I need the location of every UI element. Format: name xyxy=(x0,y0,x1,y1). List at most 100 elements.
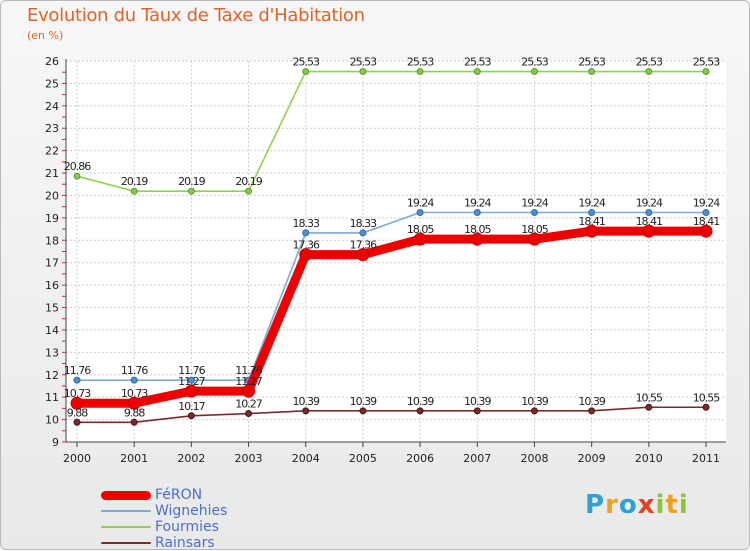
data-label-wignehies: 19.24 xyxy=(693,197,720,210)
data-label-fron: 11.27 xyxy=(235,375,262,388)
data-label-rainsars: 10.39 xyxy=(350,395,377,408)
legend-item-wignehies: Wignehies xyxy=(101,503,227,519)
data-label-rainsars: 10.27 xyxy=(235,398,262,411)
data-label-fron: 18.05 xyxy=(521,223,548,236)
data-label-fron: 18.41 xyxy=(578,215,605,228)
logo-letter: o xyxy=(618,490,638,520)
data-point-fron xyxy=(299,248,313,262)
legend-item-feron: FéRON xyxy=(101,487,227,503)
data-label-rainsars: 10.39 xyxy=(407,395,434,408)
y-tick-label: 23 xyxy=(45,122,59,135)
data-label-rainsars: 10.55 xyxy=(693,391,720,404)
data-point-rainsars xyxy=(645,403,653,411)
x-tick-label: 2000 xyxy=(63,452,91,465)
data-label-fourmies: 20.19 xyxy=(121,175,148,188)
data-label-fourmies: 25.53 xyxy=(292,56,319,69)
legend: FéRON Wignehies Fourmies Rainsars xyxy=(101,487,227,551)
legend-swatch-feron xyxy=(101,490,151,500)
data-point-wignehies xyxy=(588,209,596,217)
data-point-fron xyxy=(470,232,484,246)
proxiti-logo: Proxiti xyxy=(585,490,689,520)
data-point-rainsars xyxy=(416,407,424,415)
data-label-rainsars: 9.88 xyxy=(124,406,145,419)
data-point-rainsars xyxy=(130,418,138,426)
data-point-rainsars xyxy=(530,407,538,415)
data-point-fron xyxy=(184,384,198,398)
y-tick-label: 11 xyxy=(45,391,59,404)
data-label-fron: 10.73 xyxy=(121,387,148,400)
y-tick-label: 20 xyxy=(45,189,59,202)
data-point-fourmies xyxy=(645,68,653,76)
data-point-fourmies xyxy=(588,68,596,76)
data-label-fourmies: 25.53 xyxy=(407,56,434,69)
data-label-wignehies: 18.33 xyxy=(292,217,319,230)
data-point-wignehies xyxy=(416,209,424,217)
data-point-rainsars xyxy=(588,407,596,415)
data-point-rainsars xyxy=(302,407,310,415)
data-point-wignehies xyxy=(130,376,138,384)
data-label-rainsars: 10.39 xyxy=(464,395,491,408)
legend-swatch-wignehies xyxy=(101,510,151,512)
data-point-rainsars xyxy=(73,418,81,426)
logo-letter: P xyxy=(585,490,606,520)
data-label-rainsars: 10.17 xyxy=(178,400,205,413)
legend-swatch-line xyxy=(101,542,151,544)
data-point-wignehies xyxy=(645,209,653,217)
data-point-fourmies xyxy=(359,68,367,76)
y-tick-label: 19 xyxy=(45,212,59,225)
legend-swatch-line xyxy=(101,510,151,512)
x-tick-label: 2011 xyxy=(692,452,720,465)
data-label-fron: 10.73 xyxy=(64,387,91,400)
data-point-wignehies xyxy=(359,229,367,237)
data-label-fourmies: 25.53 xyxy=(521,56,548,69)
data-label-wignehies: 11.76 xyxy=(235,364,262,377)
data-point-rainsars xyxy=(359,407,367,415)
data-point-fourmies xyxy=(530,68,538,76)
data-point-fourmies xyxy=(187,187,195,195)
legend-swatch-line xyxy=(101,490,151,500)
logo-letter: t xyxy=(665,490,679,520)
data-label-wignehies: 19.24 xyxy=(636,197,663,210)
data-label-fron: 17.36 xyxy=(292,239,319,252)
y-tick-label: 18 xyxy=(45,234,59,247)
logo-letter: x xyxy=(637,490,656,520)
y-tick-label: 13 xyxy=(45,346,59,359)
legend-label-feron: FéRON xyxy=(155,487,203,503)
y-tick-label: 16 xyxy=(45,279,59,292)
data-point-rainsars xyxy=(187,412,195,420)
data-label-fron: 18.05 xyxy=(464,223,491,236)
data-label-fourmies: 25.53 xyxy=(693,56,720,69)
data-point-wignehies xyxy=(73,376,81,384)
data-point-fourmies xyxy=(245,187,253,195)
data-point-wignehies xyxy=(302,229,310,237)
data-label-wignehies: 19.24 xyxy=(578,197,605,210)
y-tick-label: 21 xyxy=(45,167,59,180)
legend-label-fourmies: Fourmies xyxy=(155,519,219,535)
data-label-fron: 17.36 xyxy=(350,239,377,252)
data-point-wignehies xyxy=(702,209,710,217)
x-tick-label: 2001 xyxy=(120,452,148,465)
data-label-fourmies: 20.86 xyxy=(64,160,91,173)
chart-title: Evolution du Taux de Taxe d'Habitation xyxy=(27,5,365,26)
logo-letter: r xyxy=(605,490,619,520)
y-tick-label: 26 xyxy=(45,55,59,68)
data-point-fron xyxy=(127,396,141,410)
data-label-wignehies: 19.24 xyxy=(407,197,434,210)
chart-subtitle: (en %) xyxy=(27,29,64,42)
data-point-fron xyxy=(413,232,427,246)
series-line-wignehies xyxy=(76,211,707,381)
legend-swatch-fourmies xyxy=(101,526,151,528)
data-point-fourmies xyxy=(130,187,138,195)
data-point-wignehies xyxy=(473,209,481,217)
data-label-rainsars: 10.39 xyxy=(578,395,605,408)
data-label-fron: 18.05 xyxy=(407,223,434,236)
data-label-wignehies: 18.33 xyxy=(350,217,377,230)
y-tick-label: 25 xyxy=(45,77,59,90)
x-tick-label: 2005 xyxy=(349,452,377,465)
x-tick-label: 2009 xyxy=(578,452,606,465)
y-tick-label: 17 xyxy=(45,257,59,270)
data-point-fourmies xyxy=(302,68,310,76)
data-label-rainsars: 10.39 xyxy=(521,395,548,408)
